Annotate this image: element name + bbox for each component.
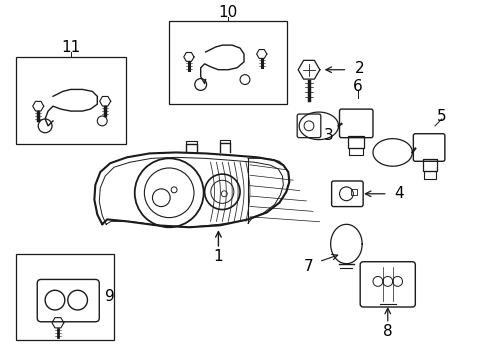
Text: 5: 5 bbox=[436, 108, 446, 123]
Text: 3: 3 bbox=[323, 128, 333, 143]
Bar bbox=[348, 148, 363, 156]
Bar bbox=[169, 21, 287, 104]
Bar bbox=[347, 136, 364, 148]
Bar bbox=[423, 171, 435, 179]
Text: 4: 4 bbox=[394, 186, 404, 201]
Text: 1: 1 bbox=[213, 249, 223, 264]
Text: 8: 8 bbox=[382, 324, 392, 339]
Bar bbox=[350, 189, 357, 195]
Bar bbox=[16, 254, 114, 341]
Bar bbox=[422, 159, 436, 171]
Polygon shape bbox=[298, 60, 319, 79]
Text: 2: 2 bbox=[355, 61, 364, 76]
Text: 6: 6 bbox=[353, 79, 363, 94]
Text: 7: 7 bbox=[304, 259, 313, 274]
Text: 9: 9 bbox=[105, 289, 115, 304]
Text: 11: 11 bbox=[61, 40, 80, 55]
Bar bbox=[16, 57, 125, 144]
Text: 10: 10 bbox=[218, 5, 237, 20]
